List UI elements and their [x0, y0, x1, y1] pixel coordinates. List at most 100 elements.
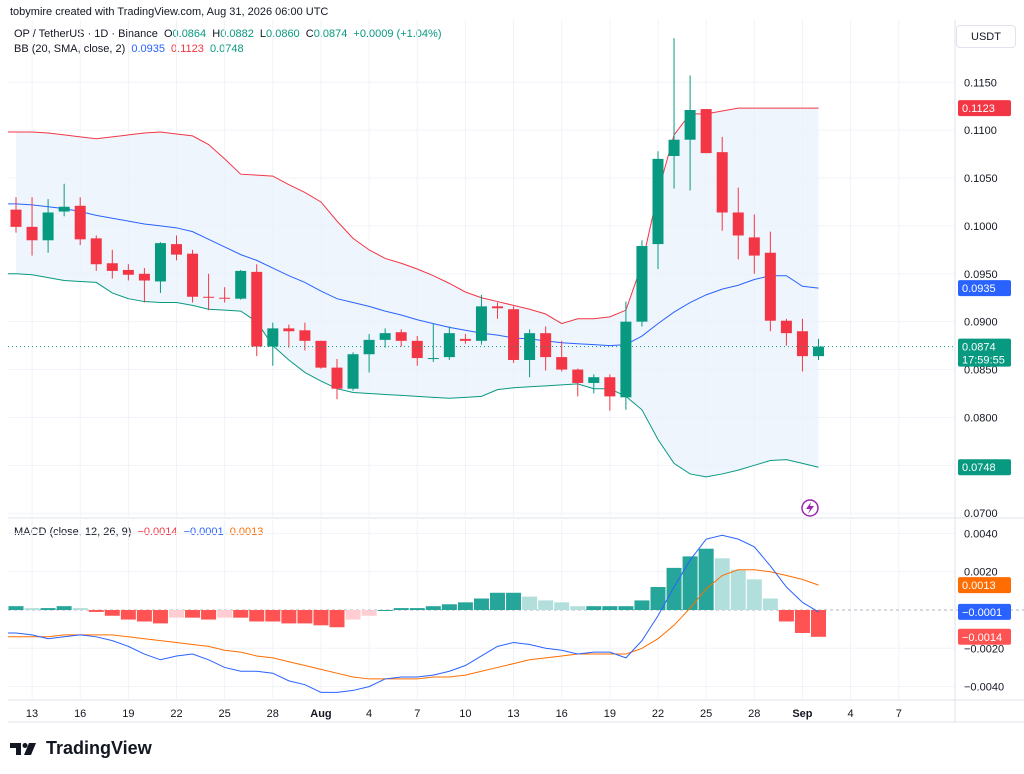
- tradingview-logo[interactable]: TradingView: [10, 738, 152, 759]
- macd-histogram-bar: [329, 610, 345, 628]
- candle-body: [508, 309, 520, 360]
- candle-body: [106, 263, 118, 271]
- candle-body: [331, 367, 343, 389]
- macd-line-tag: −0.0001: [958, 603, 1011, 620]
- ohlc-close: C0.0874: [305, 28, 348, 40]
- candle-body: [138, 273, 150, 281]
- price-tick-label: 0.1150: [964, 77, 997, 89]
- candle-body: [299, 330, 311, 341]
- candle-body: [796, 331, 808, 357]
- candle-body: [42, 212, 54, 241]
- macd-histogram-bar: [794, 610, 810, 633]
- macd-histogram-bar: [746, 579, 762, 610]
- macd-histogram-bar: [538, 600, 554, 610]
- macd-histogram-bar: [72, 608, 88, 610]
- candle-body: [572, 369, 584, 383]
- macd-histogram-bar: [104, 610, 120, 616]
- macd-hist-tag-bg: [958, 628, 1011, 645]
- macd-signal-line: [8, 569, 819, 680]
- macd-tick-label: 0.0020: [964, 567, 998, 579]
- macd-histogram-bar: [8, 606, 24, 610]
- time-tick-label: 25: [219, 708, 231, 720]
- macd-histogram-bar: [233, 610, 249, 618]
- macd-histogram-bar: [136, 610, 152, 622]
- currency-button[interactable]: USDT: [956, 25, 1016, 48]
- macd-histogram-bar: [377, 610, 393, 611]
- price-tick-label: 0.1050: [964, 173, 998, 185]
- macd-signal-tag-bg: [958, 577, 1011, 594]
- candle-body: [556, 357, 568, 370]
- price-tick-label: 0.1100: [964, 125, 997, 137]
- bb-lower-value: 0.0748: [209, 43, 244, 55]
- macd-histogram-bar: [409, 608, 425, 610]
- ohlc-open: O0.0864: [163, 28, 207, 40]
- bb-basis-tag-text: 0.0935: [962, 283, 996, 295]
- lightning-icon-bolt: [806, 502, 814, 514]
- last-price-tag-text: 0.0874: [962, 342, 996, 354]
- macd-histogram-bar: [698, 548, 714, 610]
- candle-body: [171, 244, 182, 255]
- macd-line-tag-bg: [958, 603, 1011, 620]
- macd-histogram-bar: [169, 610, 184, 618]
- candle-body: [395, 332, 407, 341]
- bb-upper-tag: 0.1123: [958, 100, 1011, 117]
- candle-body: [492, 306, 503, 309]
- macd-histogram-bar: [425, 606, 441, 610]
- candle-body: [813, 346, 824, 357]
- macd-histogram-bar: [120, 610, 136, 620]
- time-tick-label: 4: [848, 708, 854, 720]
- candle-body: [58, 206, 70, 212]
- candle-body: [267, 328, 279, 347]
- time-tick-label: 28: [748, 708, 760, 720]
- macd-legend[interactable]: MACD (close, 12, 26, 9) −0.0014 −0.0001 …: [14, 526, 266, 538]
- macd-histogram-bar: [522, 596, 538, 610]
- macd-title: MACD (close, 12, 26, 9): [14, 526, 132, 538]
- macd-histogram-bar: [265, 610, 281, 622]
- time-tick-label: 10: [459, 708, 471, 720]
- macd-histogram-bar: [650, 587, 666, 610]
- candle-body: [379, 333, 391, 340]
- macd-line-value: −0.0001: [183, 526, 224, 538]
- price-tick-label: 0.0700: [964, 508, 998, 520]
- candle-body: [122, 269, 134, 275]
- time-tick-label: 28: [267, 708, 279, 720]
- candle-body: [652, 158, 664, 245]
- bb-upper-tag-text: 0.1123: [962, 103, 995, 115]
- macd-histogram-bar: [666, 567, 682, 610]
- macd-line: [8, 534, 819, 693]
- macd-histogram-bar: [473, 598, 489, 610]
- symbol-label[interactable]: OP / TetherUS · 1D · Binance: [14, 28, 158, 40]
- macd-tick-label: −0.0020: [964, 643, 1004, 655]
- candle-body: [315, 340, 327, 368]
- candle-body: [748, 237, 760, 256]
- macd-histogram-bar: [56, 606, 72, 610]
- candle-body: [620, 321, 632, 398]
- macd-histogram-bar: [393, 608, 409, 610]
- ohlc-high: H0.0882: [212, 28, 254, 40]
- candle-body: [700, 109, 712, 154]
- candle-body: [90, 238, 102, 265]
- bb-band-fill: [16, 108, 819, 477]
- macd-histogram-bar: [361, 610, 377, 616]
- macd-histogram-bar: [762, 598, 778, 610]
- macd-histogram-bar: [345, 610, 361, 620]
- price-tick-label: 0.1000: [964, 221, 998, 233]
- bb-legend[interactable]: BB (20, SMA, close, 2) 0.0935 0.1123 0.0…: [14, 43, 247, 55]
- macd-histogram-bar: [24, 608, 40, 610]
- macd-histogram-bar: [457, 602, 473, 610]
- time-tick-label: 19: [604, 708, 616, 720]
- bb-upper-line: [8, 107, 819, 325]
- macd-line-tag-text: −0.0001: [962, 607, 1002, 619]
- macd-histogram-bar: [730, 569, 746, 610]
- bb-basis-tag-bg: [958, 280, 1011, 297]
- candle-body: [235, 270, 247, 299]
- candle-body: [764, 252, 776, 321]
- candle-body: [203, 296, 215, 298]
- macd-histogram-bar: [811, 610, 826, 637]
- price-tick-label: 0.0900: [964, 317, 998, 329]
- price-legend: OP / TetherUS · 1D · Binance O0.0864 H0.…: [14, 28, 445, 40]
- bb-title: BB (20, SMA, close, 2): [14, 43, 126, 55]
- macd-tick-label: −0.0040: [964, 682, 1004, 694]
- time-tick-label: Aug: [310, 708, 331, 720]
